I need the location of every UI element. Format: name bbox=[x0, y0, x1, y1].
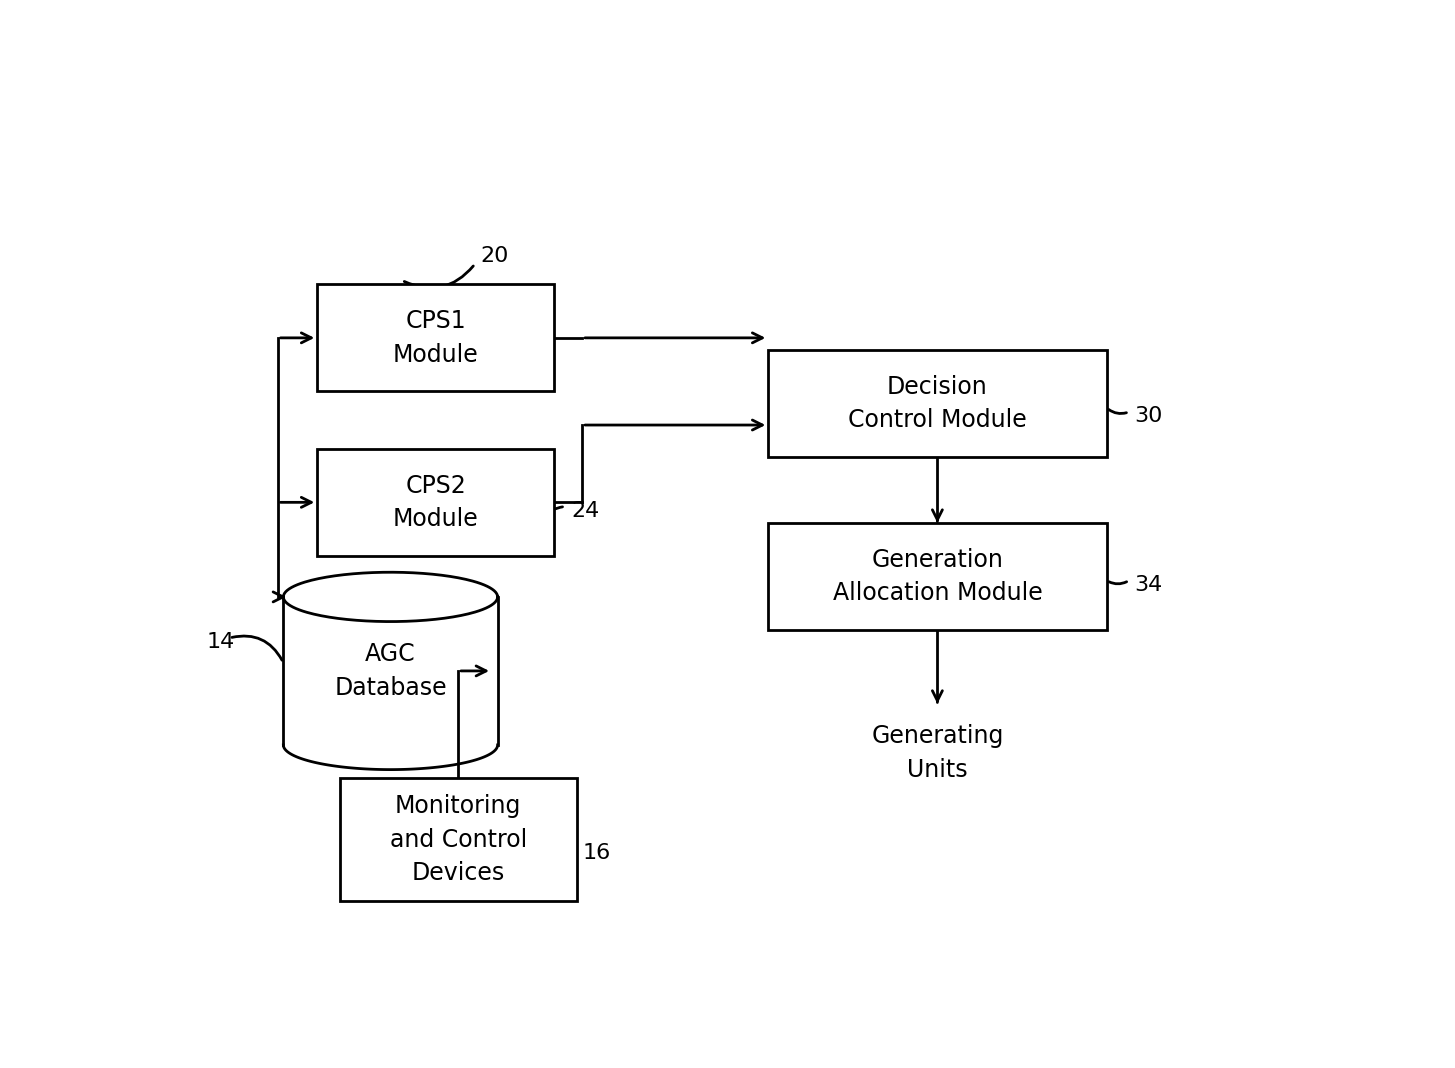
Bar bbox=[768, 523, 1107, 630]
Bar bbox=[317, 284, 554, 391]
Text: CPS2
Module: CPS2 Module bbox=[393, 473, 479, 531]
Text: 20: 20 bbox=[480, 246, 509, 266]
Text: 14: 14 bbox=[207, 632, 234, 653]
Text: CPS1
Module: CPS1 Module bbox=[393, 309, 479, 366]
Bar bbox=[768, 350, 1107, 457]
Text: 16: 16 bbox=[582, 844, 611, 864]
Bar bbox=[340, 778, 576, 901]
Text: Generating
Units: Generating Units bbox=[872, 724, 1004, 782]
Text: Generation
Allocation Module: Generation Allocation Module bbox=[832, 548, 1042, 606]
Text: Monitoring
and Control
Devices: Monitoring and Control Devices bbox=[390, 794, 527, 885]
Text: AGC
Database: AGC Database bbox=[335, 642, 447, 700]
Text: Decision
Control Module: Decision Control Module bbox=[848, 375, 1027, 433]
Bar bbox=[317, 449, 554, 555]
Text: 30: 30 bbox=[1135, 406, 1163, 426]
Text: 34: 34 bbox=[1135, 575, 1163, 595]
Text: 24: 24 bbox=[570, 501, 599, 520]
